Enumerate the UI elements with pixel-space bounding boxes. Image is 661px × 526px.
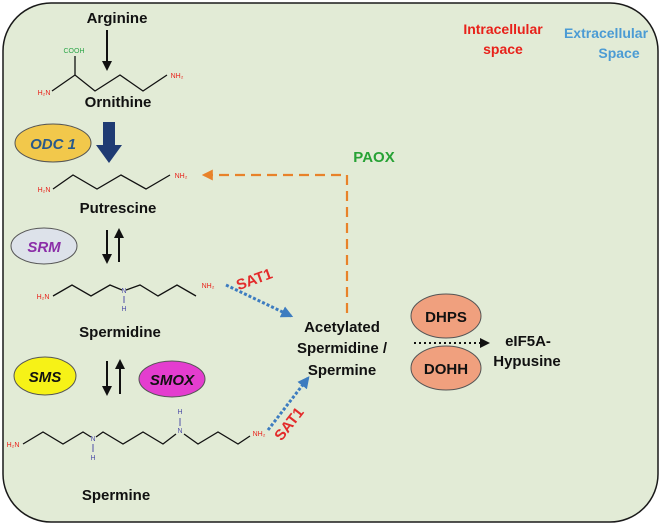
ornithine-label: Ornithine	[85, 94, 152, 111]
svg-text:Intracellular: Intracellular	[463, 21, 543, 37]
svg-text:ODC 1: ODC 1	[30, 136, 76, 153]
svg-text:Spermine: Spermine	[308, 362, 376, 379]
svg-text:SMS: SMS	[29, 369, 62, 386]
svg-text:N: N	[90, 436, 95, 443]
putrescine-label: Putrescine	[80, 200, 157, 217]
dhps-enzyme: DHPS	[410, 293, 482, 339]
spermine-label: Spermine	[82, 487, 150, 504]
svg-text:H: H	[177, 409, 182, 416]
svg-text:space: space	[483, 41, 523, 57]
spermine-structure: N H N H H₂N NH₂	[7, 409, 266, 462]
svg-text:N: N	[177, 428, 182, 435]
svg-text:N: N	[121, 288, 126, 295]
svg-text:H₂N: H₂N	[38, 187, 51, 194]
svg-text:DOHH: DOHH	[424, 361, 468, 378]
arginine-label: Arginine	[87, 10, 148, 27]
sat1-spermine-arrow	[266, 376, 310, 431]
svg-text:H: H	[121, 306, 126, 313]
extracellular-label: Extracellular Space	[564, 25, 649, 61]
intracellular-label: Intracellular space	[463, 21, 543, 57]
putrescine-structure: H₂N NH₂	[38, 173, 188, 194]
svg-text:NH₂: NH₂	[253, 431, 266, 438]
sat1-spermidine-arrow	[225, 283, 294, 318]
spermidine-label: Spermidine	[79, 324, 161, 341]
odc1-enzyme: ODC 1	[14, 123, 92, 163]
ornithine-structure: COOH H₂N NH₂	[38, 48, 184, 97]
svg-text:Acetylated: Acetylated	[304, 319, 380, 336]
spermidine-structure: N H H₂N NH₂	[37, 283, 215, 313]
svg-text:H: H	[90, 455, 95, 462]
svg-text:Space: Space	[598, 45, 639, 61]
paox-label: PAOX	[353, 149, 394, 166]
svg-text:H₂N: H₂N	[37, 294, 50, 301]
svg-text:H₂N: H₂N	[38, 90, 51, 97]
svg-text:Hypusine: Hypusine	[493, 353, 561, 370]
svg-text:Extracellular: Extracellular	[564, 25, 649, 41]
svg-text:NH₂: NH₂	[175, 173, 188, 180]
srm-enzyme: SRM	[10, 227, 78, 265]
svg-text:SMOX: SMOX	[150, 372, 195, 389]
svg-text:SRM: SRM	[27, 239, 61, 256]
svg-text:H₂N: H₂N	[7, 442, 20, 449]
acetylated-polyamines-label: Acetylated Spermidine / Spermine	[297, 319, 388, 379]
sms-enzyme: SMS	[13, 356, 77, 396]
svg-text:eIF5A-: eIF5A-	[505, 333, 551, 350]
svg-text:DHPS: DHPS	[425, 309, 467, 326]
dohh-enzyme: DOHH	[410, 345, 482, 391]
svg-text:NH₂: NH₂	[202, 283, 215, 290]
svg-text:COOH: COOH	[64, 48, 85, 55]
svg-text:Spermidine /: Spermidine /	[297, 340, 388, 357]
odc1-arrow	[96, 122, 122, 163]
smox-enzyme: SMOX	[138, 360, 206, 398]
paox-arrow	[201, 169, 349, 313]
eif5a-hypusine-label: eIF5A- Hypusine	[493, 333, 561, 370]
svg-text:NH₂: NH₂	[171, 73, 184, 80]
